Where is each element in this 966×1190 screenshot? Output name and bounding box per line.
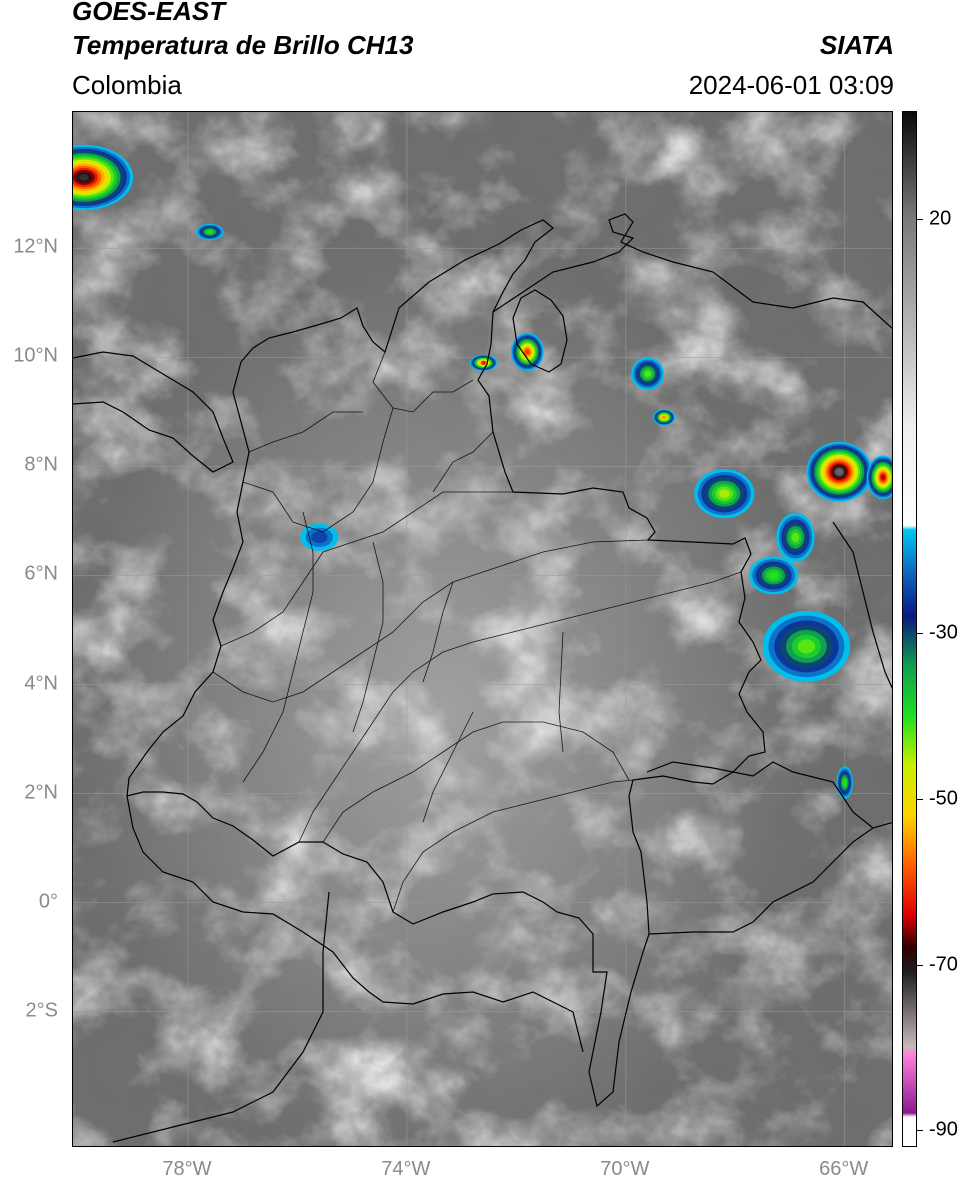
brazil-border: [648, 821, 892, 935]
map-canvas: [73, 112, 892, 1146]
lake-maracaibo: [512, 289, 568, 373]
department-borders: [212, 351, 742, 913]
ecuador-peru-border: [126, 795, 584, 1053]
colorbar-tick-label: -90: [929, 1118, 958, 1141]
venezuela-coast: [492, 213, 892, 330]
political-borders: [73, 213, 892, 1143]
storm-cell: [776, 512, 815, 562]
colorbar-tick-label: -50: [929, 787, 958, 810]
storm-cell: [196, 223, 224, 241]
lat-tick-label: 2°S: [25, 999, 58, 1022]
brand-label: SIATA: [819, 30, 894, 60]
colorbar-tick-mark: [917, 1130, 923, 1132]
storm-cell: [653, 409, 676, 426]
storm-cell: [748, 556, 799, 595]
lat-tick-label: 2°N: [24, 781, 58, 804]
storm-cell: [694, 469, 755, 519]
colombia-border: [126, 219, 766, 1108]
lat-tick-label: 8°N: [24, 453, 58, 476]
venezuela-guyana: [832, 521, 892, 690]
lon-tick-label: 70°W: [600, 1158, 650, 1180]
storm-contour: [797, 639, 816, 654]
satellite-map[interactable]: [72, 111, 893, 1147]
storm-contour: [842, 779, 847, 786]
storm-contour: [207, 229, 213, 234]
lat-tick-label: 10°N: [13, 344, 58, 367]
storm-cells: [73, 144, 892, 800]
storm-cell: [631, 357, 665, 391]
storm-cell: [300, 523, 339, 551]
peru-inner: [112, 891, 330, 1143]
storm-cell: [73, 144, 134, 211]
storm-contour: [836, 469, 843, 475]
storm-contour: [481, 360, 486, 365]
datetime-label: 2024-06-01 03:09: [688, 70, 894, 100]
satellite-title: GOES-EAST: [72, 0, 226, 26]
lon-tick-label: 74°W: [381, 1158, 431, 1180]
lon-tick-label: 66°W: [819, 1158, 869, 1180]
venezuela-brazil: [646, 761, 874, 829]
storm-cell: [469, 354, 498, 371]
storm-cell: [836, 766, 853, 800]
colorbar-tick-label: 20: [929, 207, 952, 230]
lat-tick-label: 4°N: [24, 672, 58, 695]
storm-cell: [762, 610, 851, 682]
temperature-colorbar: [902, 111, 917, 1147]
lat-tick-label: 6°N: [24, 562, 58, 585]
lon-tick-label: 78°W: [162, 1158, 212, 1180]
colorbar-tick-mark: [917, 218, 923, 220]
storm-contour: [662, 415, 667, 420]
colorbar-tick-label: -30: [929, 621, 958, 644]
storm-cell: [866, 455, 892, 500]
storm-contour: [525, 349, 530, 355]
colorbar-tick-mark: [917, 798, 923, 800]
colorbar-tick-mark: [917, 633, 923, 635]
storm-contour: [881, 474, 886, 480]
storm-cell: [806, 441, 873, 502]
storm-contour: [791, 532, 800, 543]
region-label: Colombia: [72, 70, 182, 100]
storm-contour: [644, 370, 651, 377]
lat-tick-label: 12°N: [13, 235, 58, 258]
colorbar-tick-label: -70: [929, 953, 958, 976]
panama-border: [73, 351, 234, 473]
lat-tick-label: 0°: [38, 890, 58, 913]
storm-contour: [79, 174, 89, 181]
storm-contour: [768, 571, 779, 580]
storm-contour: [719, 489, 730, 499]
storm-cell: [510, 332, 544, 371]
colorbar-tick-mark: [917, 964, 923, 966]
product-title: Temperatura de Brillo CH13: [72, 30, 414, 60]
storm-contour: [311, 531, 328, 544]
cloud-brightening: [73, 112, 892, 1146]
